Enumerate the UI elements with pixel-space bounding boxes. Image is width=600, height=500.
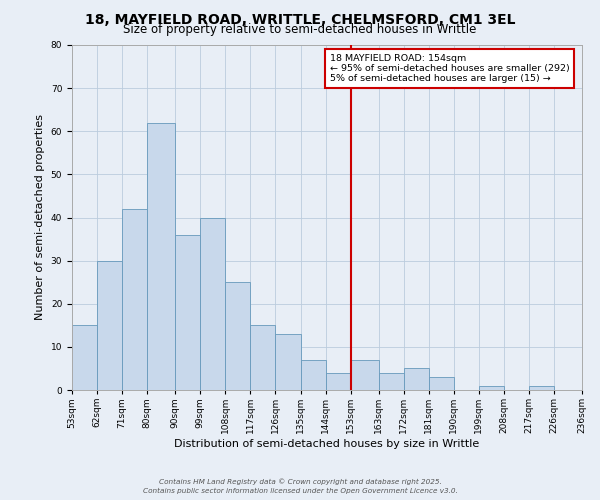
Text: 18, MAYFIELD ROAD, WRITTLE, CHELMSFORD, CM1 3EL: 18, MAYFIELD ROAD, WRITTLE, CHELMSFORD, …	[85, 12, 515, 26]
Bar	[225, 282, 250, 390]
Bar	[175, 235, 200, 390]
Y-axis label: Number of semi-detached properties: Number of semi-detached properties	[35, 114, 45, 320]
Bar	[200, 218, 225, 390]
Bar	[404, 368, 429, 390]
Bar	[250, 326, 275, 390]
Text: 18 MAYFIELD ROAD: 154sqm
← 95% of semi-detached houses are smaller (292)
5% of s: 18 MAYFIELD ROAD: 154sqm ← 95% of semi-d…	[329, 54, 569, 84]
Bar	[429, 377, 454, 390]
Bar	[326, 373, 350, 390]
Bar	[350, 360, 379, 390]
Bar	[72, 326, 97, 390]
Bar	[301, 360, 326, 390]
Bar	[97, 260, 122, 390]
X-axis label: Distribution of semi-detached houses by size in Writtle: Distribution of semi-detached houses by …	[175, 439, 479, 449]
Bar	[147, 122, 175, 390]
Text: Size of property relative to semi-detached houses in Writtle: Size of property relative to semi-detach…	[124, 22, 476, 36]
Bar	[122, 209, 147, 390]
Bar	[275, 334, 301, 390]
Bar	[479, 386, 504, 390]
Bar	[529, 386, 554, 390]
Text: Contains HM Land Registry data © Crown copyright and database right 2025.
Contai: Contains HM Land Registry data © Crown c…	[143, 478, 457, 494]
Bar	[379, 373, 404, 390]
